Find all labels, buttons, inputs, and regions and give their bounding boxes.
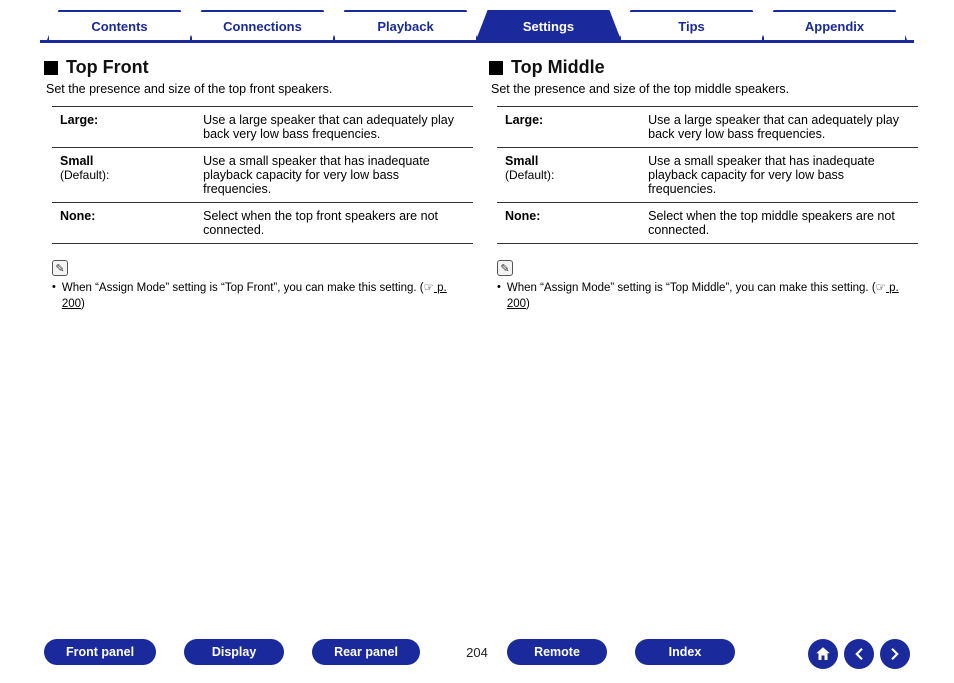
section-head-right: Top Middle <box>489 57 910 78</box>
top-tabs: Contents Connections Playback Settings T… <box>0 10 954 40</box>
section-title-left: Top Front <box>66 57 149 78</box>
opt-key-label: None: <box>505 209 540 223</box>
options-table-right: Large: Use a large speaker that can adeq… <box>497 106 918 244</box>
next-page-button[interactable] <box>880 639 910 669</box>
note-post: ) <box>81 298 85 310</box>
opt-key: Large: <box>497 107 640 148</box>
opt-key-label: Large: <box>505 113 543 127</box>
note-pre: When “Assign Mode” setting is “Top Front… <box>62 282 424 294</box>
pointing-hand-icon: ☞ <box>876 282 886 294</box>
note-text: When “Assign Mode” setting is “Top Middl… <box>507 280 910 312</box>
tab-contents[interactable]: Contents <box>47 10 192 40</box>
note-block-left: ✎ • When “Assign Mode” setting is “Top F… <box>52 260 465 312</box>
pointing-hand-icon: ☞ <box>424 282 434 294</box>
section-desc-left: Set the presence and size of the top fro… <box>46 82 465 96</box>
opt-key: None: <box>497 203 640 244</box>
footer-remote-button[interactable]: Remote <box>507 639 607 665</box>
tabs-underline <box>40 40 914 43</box>
table-row: Small (Default): Use a small speaker tha… <box>497 148 918 203</box>
opt-val: Select when the top middle speakers are … <box>640 203 918 244</box>
section-head-left: Top Front <box>44 57 465 78</box>
note-block-right: ✎ • When “Assign Mode” setting is “Top M… <box>497 260 910 312</box>
opt-val: Use a small speaker that has inadequate … <box>640 148 918 203</box>
nav-icons <box>808 639 910 669</box>
opt-key-label: Large: <box>60 113 98 127</box>
note-item: • When “Assign Mode” setting is “Top Fro… <box>52 280 465 312</box>
pencil-icon: ✎ <box>497 260 513 276</box>
opt-key-default: (Default): <box>60 168 187 182</box>
tab-appendix[interactable]: Appendix <box>762 10 907 40</box>
opt-key-label: Small <box>505 154 538 168</box>
tab-playback[interactable]: Playback <box>333 10 478 40</box>
opt-val: Use a large speaker that can adequately … <box>195 107 473 148</box>
col-top-middle: Top Middle Set the presence and size of … <box>489 57 910 312</box>
home-button[interactable] <box>808 639 838 669</box>
opt-key: Small (Default): <box>497 148 640 203</box>
pencil-icon: ✎ <box>52 260 68 276</box>
bullet-icon: • <box>52 280 56 312</box>
opt-key-label: None: <box>60 209 95 223</box>
opt-key: Large: <box>52 107 195 148</box>
content: Top Front Set the presence and size of t… <box>0 57 954 312</box>
footer-index-button[interactable]: Index <box>635 639 735 665</box>
opt-val: Use a large speaker that can adequately … <box>640 107 918 148</box>
arrow-right-icon <box>886 645 904 663</box>
arrow-left-icon <box>850 645 868 663</box>
footer-display-button[interactable]: Display <box>184 639 284 665</box>
section-desc-right: Set the presence and size of the top mid… <box>491 82 910 96</box>
table-row: None: Select when the top front speakers… <box>52 203 473 244</box>
note-item: • When “Assign Mode” setting is “Top Mid… <box>497 280 910 312</box>
table-row: Large: Use a large speaker that can adeq… <box>497 107 918 148</box>
section-title-right: Top Middle <box>511 57 605 78</box>
opt-key-label: Small <box>60 154 93 168</box>
opt-key: None: <box>52 203 195 244</box>
opt-key-default: (Default): <box>505 168 632 182</box>
tab-tips[interactable]: Tips <box>619 10 764 40</box>
square-bullet-icon <box>44 61 58 75</box>
footer-left: Front panel Display Rear panel <box>44 639 447 665</box>
note-post: ) <box>526 298 530 310</box>
footer-front-panel-button[interactable]: Front panel <box>44 639 156 665</box>
home-icon <box>814 645 832 663</box>
note-text: When “Assign Mode” setting is “Top Front… <box>62 280 465 312</box>
prev-page-button[interactable] <box>844 639 874 669</box>
table-row: Large: Use a large speaker that can adeq… <box>52 107 473 148</box>
table-row: Small (Default): Use a small speaker tha… <box>52 148 473 203</box>
page-number: 204 <box>447 645 507 660</box>
opt-val: Use a small speaker that has inadequate … <box>195 148 473 203</box>
bullet-icon: • <box>497 280 501 312</box>
tab-connections[interactable]: Connections <box>190 10 335 40</box>
note-pre: When “Assign Mode” setting is “Top Middl… <box>507 282 876 294</box>
opt-key: Small (Default): <box>52 148 195 203</box>
footer-rear-panel-button[interactable]: Rear panel <box>312 639 420 665</box>
col-top-front: Top Front Set the presence and size of t… <box>44 57 465 312</box>
options-table-left: Large: Use a large speaker that can adeq… <box>52 106 473 244</box>
square-bullet-icon <box>489 61 503 75</box>
tab-settings[interactable]: Settings <box>476 10 621 40</box>
table-row: None: Select when the top middle speaker… <box>497 203 918 244</box>
opt-val: Select when the top front speakers are n… <box>195 203 473 244</box>
